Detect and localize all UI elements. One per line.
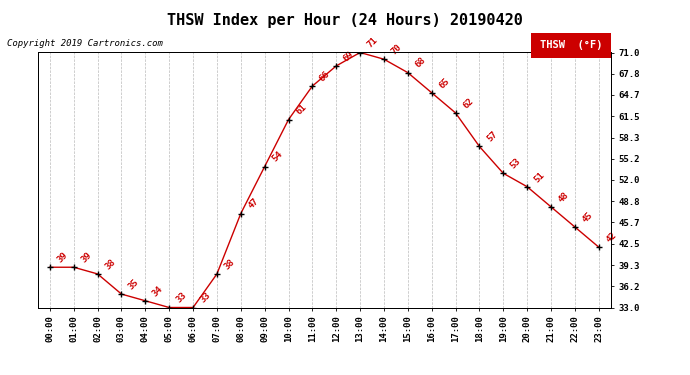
Text: 38: 38	[222, 257, 237, 271]
Text: 54: 54	[270, 150, 284, 164]
Text: THSW  (°F): THSW (°F)	[540, 40, 602, 50]
Text: 35: 35	[127, 278, 141, 291]
Text: 48: 48	[557, 190, 571, 204]
Text: 57: 57	[485, 130, 499, 144]
Text: 51: 51	[533, 170, 546, 184]
Text: 39: 39	[55, 251, 70, 264]
Text: 33: 33	[175, 291, 188, 305]
Text: THSW Index per Hour (24 Hours) 20190420: THSW Index per Hour (24 Hours) 20190420	[167, 13, 523, 28]
Text: 45: 45	[580, 210, 594, 224]
Text: 69: 69	[342, 49, 356, 63]
Text: 42: 42	[604, 230, 618, 244]
Text: 70: 70	[390, 42, 404, 56]
Text: 39: 39	[79, 251, 93, 264]
Text: 65: 65	[437, 76, 451, 90]
Text: 53: 53	[509, 156, 523, 171]
Text: 62: 62	[461, 96, 475, 110]
Text: 61: 61	[294, 103, 308, 117]
Text: Copyright 2019 Cartronics.com: Copyright 2019 Cartronics.com	[7, 39, 163, 48]
Text: 34: 34	[151, 284, 165, 298]
Text: 47: 47	[246, 197, 260, 211]
Text: 33: 33	[199, 291, 213, 305]
Text: 66: 66	[318, 69, 332, 83]
Text: 68: 68	[413, 56, 427, 70]
Text: 71: 71	[366, 36, 380, 50]
Text: 38: 38	[104, 257, 117, 271]
